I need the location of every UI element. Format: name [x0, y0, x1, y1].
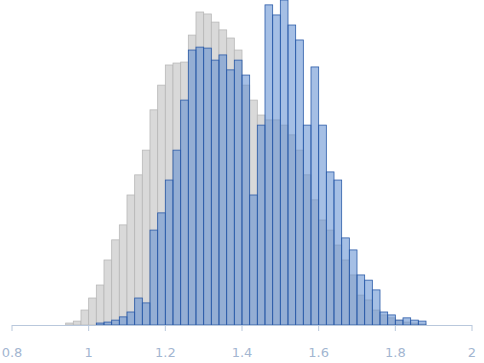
- x-tick-label: 1.2: [155, 345, 176, 360]
- histogram-bar: [380, 312, 388, 325]
- x-tick: [12, 325, 13, 331]
- histogram-bar: [173, 63, 181, 325]
- histogram-bar: [273, 15, 281, 325]
- bars: [66, 0, 426, 325]
- histogram-bar: [349, 250, 357, 325]
- histogram-bar: [96, 323, 104, 325]
- histogram-bar: [388, 315, 396, 325]
- histogram-bar: [135, 298, 143, 325]
- x-tick-label: 1.8: [385, 345, 406, 360]
- chart: 0.8 1 1.2 1.4 1.6 1.8 2: [0, 0, 484, 363]
- histogram-bar: [265, 5, 273, 325]
- histogram-bar: [173, 150, 181, 325]
- histogram-bar: [112, 320, 120, 325]
- histogram-bar: [150, 110, 158, 325]
- histogram-bar: [181, 100, 189, 325]
- histogram-bar: [73, 321, 81, 325]
- histogram-bar: [219, 55, 227, 325]
- series: [96, 0, 426, 325]
- histogram-bar: [181, 62, 189, 325]
- histogram-bar: [234, 50, 242, 325]
- histogram-bar: [319, 125, 327, 325]
- histogram-bar: [188, 35, 196, 325]
- x-tick-label: 1.6: [308, 345, 329, 360]
- histogram-bar: [211, 60, 219, 325]
- x-tick: [395, 325, 396, 331]
- histogram-bar: [165, 180, 173, 325]
- histogram-bar: [357, 275, 365, 325]
- histogram-bar: [334, 180, 342, 325]
- histogram-bar: [150, 230, 158, 325]
- histogram-bar: [280, 0, 288, 325]
- histogram-bar: [66, 323, 74, 325]
- histogram-bar: [418, 321, 426, 325]
- histogram-bar: [372, 290, 380, 325]
- histogram-bar: [165, 65, 173, 325]
- histogram-bar: [89, 298, 97, 325]
- histogram-bar: [257, 115, 265, 325]
- histogram-bar: [96, 285, 104, 325]
- histogram-bar: [127, 195, 135, 325]
- histogram-bar: [104, 322, 112, 325]
- histogram-bar: [219, 30, 227, 325]
- x-tick: [472, 325, 473, 331]
- histogram-bar: [158, 213, 166, 325]
- histogram-bar: [326, 172, 334, 325]
- histogram-bar: [303, 125, 311, 325]
- histogram-bar: [395, 320, 403, 325]
- histogram-bar: [365, 280, 373, 325]
- histogram-bar: [403, 318, 411, 325]
- histogram-bar: [250, 195, 258, 325]
- histogram-bar: [119, 317, 127, 325]
- histogram-bar: [211, 22, 219, 325]
- histogram-bar: [112, 240, 120, 325]
- x-tick: [242, 325, 243, 331]
- histogram-bar: [158, 85, 166, 325]
- histogram-bar: [142, 303, 150, 325]
- histogram-bar: [257, 125, 265, 325]
- histogram-bar: [196, 12, 204, 325]
- histogram-bar: [234, 60, 242, 325]
- histogram-bar: [342, 238, 350, 325]
- histogram-bar: [119, 225, 127, 325]
- histogram-bar: [204, 48, 212, 325]
- histogram-bar: [288, 25, 296, 325]
- histogram-bar: [296, 40, 304, 325]
- histogram-bar: [204, 14, 212, 325]
- histogram-bar: [411, 320, 419, 325]
- histogram-bar: [395, 320, 403, 325]
- x-tick-label: 2: [468, 345, 476, 360]
- x-tick: [318, 325, 319, 331]
- histogram-bar: [142, 150, 150, 325]
- histogram-bar: [127, 312, 135, 325]
- histogram-bar: [81, 310, 89, 325]
- histogram-bar: [227, 70, 235, 325]
- histogram-bar: [227, 38, 235, 325]
- histogram-bar: [242, 75, 250, 325]
- histogram-bar: [135, 175, 143, 325]
- histogram-bar: [196, 47, 204, 325]
- x-tick: [88, 325, 89, 331]
- x-tick-label: 1: [85, 345, 93, 360]
- x-tick-label: 1.4: [232, 345, 253, 360]
- histogram-bar: [311, 67, 319, 325]
- x-tick-label: 0.8: [2, 345, 23, 360]
- series: [66, 12, 426, 325]
- histogram-bar: [250, 100, 258, 325]
- histogram-bar: [188, 50, 196, 325]
- histogram-bar: [104, 260, 112, 325]
- x-tick: [165, 325, 166, 331]
